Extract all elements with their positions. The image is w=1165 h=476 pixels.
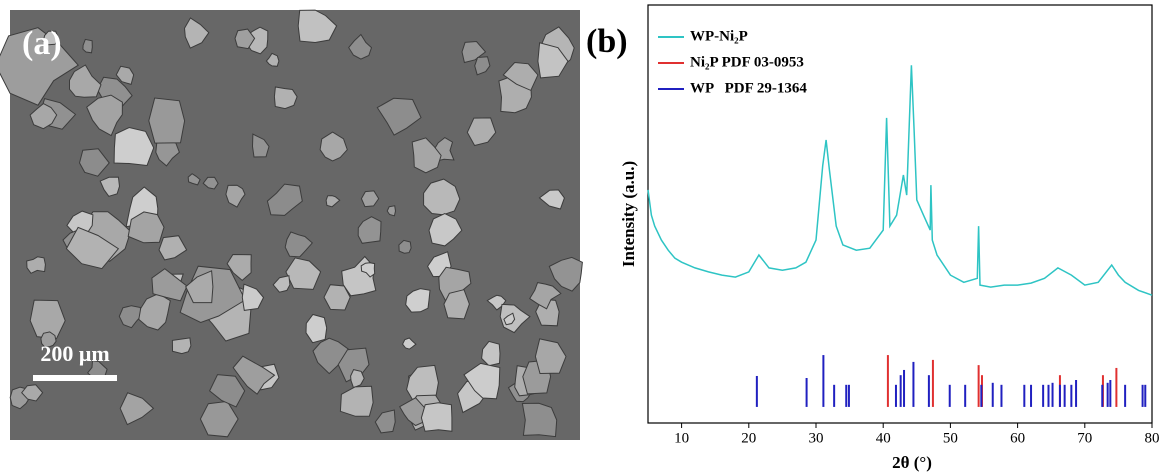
x-tick-label: 80 — [1145, 430, 1160, 446]
panel-label: (a) — [22, 25, 62, 62]
x-axis-label: 2θ (°) — [892, 453, 932, 472]
x-tick-label: 60 — [1010, 430, 1025, 446]
scale-bar — [33, 375, 117, 381]
y-axis-label: Intensity (a.u.) — [619, 161, 638, 267]
legend-label: WP PDF 29-1364 — [690, 80, 807, 96]
xrd-line — [648, 65, 1152, 295]
x-tick-label: 30 — [809, 430, 824, 446]
scale-bar-label: 200 μm — [40, 341, 109, 366]
x-tick-label: 70 — [1077, 430, 1092, 446]
legend-label: Ni₂P PDF 03-0953 — [690, 54, 804, 70]
legend-label: WP-Ni₂P — [690, 28, 748, 44]
particle — [522, 403, 556, 436]
x-tick-label: 40 — [876, 430, 891, 446]
figure: (a) 200 μm (b) 2θ (°) Intensity (a.u.) 1… — [0, 0, 1165, 476]
page: (a) 200 μm (b) 2θ (°) Intensity (a.u.) 1… — [0, 0, 1165, 476]
particle — [421, 403, 452, 432]
particle — [172, 338, 191, 354]
particle — [149, 98, 185, 143]
particle — [83, 39, 92, 52]
x-tick-label: 10 — [674, 430, 689, 446]
x-tick-label: 50 — [943, 430, 958, 446]
x-tick-label: 20 — [741, 430, 756, 446]
panel-label: (b) — [586, 23, 628, 60]
